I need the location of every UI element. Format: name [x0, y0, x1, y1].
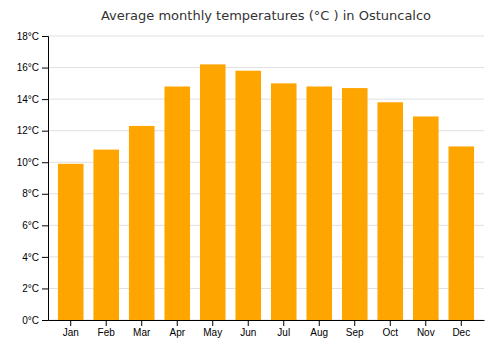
y-tick: 6°C: [22, 220, 48, 231]
bar: [306, 86, 332, 320]
x-tick-label: Apr: [169, 327, 185, 338]
bar: [164, 86, 190, 320]
y-tick: 4°C: [22, 252, 48, 263]
bar: [342, 88, 368, 320]
x-tick-mark: [283, 320, 284, 326]
grid-line: [48, 99, 484, 100]
y-tick-label: 2°C: [22, 283, 39, 294]
x-tick-mark: [106, 320, 107, 326]
y-tick: 18°C: [17, 31, 48, 42]
y-tick-mark: [42, 257, 48, 258]
x-tick: Feb: [98, 320, 116, 338]
y-tick-label: 8°C: [22, 188, 39, 199]
y-tick-mark: [42, 288, 48, 289]
y-tick-mark: [42, 225, 48, 226]
y-tick-mark: [42, 68, 48, 69]
y-tick: 10°C: [17, 157, 48, 168]
y-tick-mark: [42, 36, 48, 37]
x-tick: Sep: [346, 320, 364, 338]
x-tick-mark: [461, 320, 462, 326]
bar: [200, 64, 226, 320]
y-axis: 0°C 2°C 4°C 6°C 8°C 10°C 12°C 14°C 16°C 18°C: [17, 31, 49, 326]
y-tick-label: 14°C: [17, 94, 39, 105]
grid: [48, 36, 484, 320]
y-tick: 14°C: [17, 94, 48, 105]
x-tick-label: Jun: [240, 327, 256, 338]
x-tick: Apr: [169, 320, 185, 338]
x-tick: Mar: [133, 320, 151, 338]
x-tick-mark: [319, 320, 320, 326]
x-tick-label: Jan: [63, 327, 79, 338]
x-tick-label: Mar: [133, 327, 151, 338]
bar: [271, 83, 297, 320]
y-tick-mark: [42, 194, 48, 195]
bar: [93, 150, 119, 320]
x-tick-mark: [425, 320, 426, 326]
x-axis-line: [49, 320, 485, 321]
bar: [377, 102, 403, 320]
chart: 0°C 2°C 4°C 6°C 8°C 10°C 12°C 14°C 16°C 18°C Jan Fe…: [0, 0, 500, 350]
x-tick-mark: [212, 320, 213, 326]
x-tick: Oct: [382, 320, 398, 338]
bar: [58, 164, 84, 320]
grid-line: [48, 67, 484, 68]
bars: [58, 64, 474, 320]
y-tick-label: 4°C: [22, 252, 39, 263]
bar: [129, 126, 155, 320]
x-tick-mark: [390, 320, 391, 326]
x-tick: Nov: [417, 320, 435, 338]
y-tick-label: 6°C: [22, 220, 39, 231]
x-tick-mark: [248, 320, 249, 326]
bar: [413, 116, 439, 320]
x-tick-label: Sep: [346, 327, 364, 338]
x-tick-label: Feb: [98, 327, 116, 338]
y-tick-label: 10°C: [17, 157, 39, 168]
y-tick-label: 18°C: [17, 31, 39, 42]
x-tick: May: [203, 320, 222, 338]
y-tick: 0°C: [22, 315, 48, 326]
bar: [235, 71, 261, 320]
y-tick-label: 0°C: [22, 315, 39, 326]
x-tick: Jan: [63, 320, 79, 338]
y-tick-label: 12°C: [17, 125, 39, 136]
x-tick-label: Dec: [452, 327, 470, 338]
y-tick-label: 16°C: [17, 62, 39, 73]
y-tick-mark: [42, 162, 48, 163]
title: Average monthly temperatures (°C ) in Os…: [101, 8, 431, 23]
x-tick: Jul: [277, 320, 290, 338]
x-tick-mark: [354, 320, 355, 326]
x-tick-label: Nov: [417, 327, 435, 338]
x-tick-label: Oct: [382, 327, 398, 338]
x-tick-label: Aug: [310, 327, 328, 338]
y-tick-mark: [42, 320, 48, 321]
y-tick: 8°C: [22, 188, 48, 199]
y-axis-line: [42, 37, 49, 321]
x-tick-mark: [141, 320, 142, 326]
x-tick: Aug: [310, 320, 328, 338]
x-tick: Dec: [452, 320, 470, 338]
bar: [448, 146, 474, 320]
x-tick-label: May: [203, 327, 222, 338]
y-tick: 12°C: [17, 125, 48, 136]
y-tick-mark: [42, 99, 48, 100]
x-axis: Jan Feb Mar Apr May Jun Jul Aug Sep Oct Nov Dec: [49, 320, 485, 338]
x-tick-mark: [70, 320, 71, 326]
x-tick-label: Jul: [277, 327, 290, 338]
x-tick: Jun: [240, 320, 256, 338]
y-tick: 2°C: [22, 283, 48, 294]
plot: 0°C 2°C 4°C 6°C 8°C 10°C 12°C 14°C 16°C 18°C Jan Fe…: [17, 31, 485, 338]
x-tick-mark: [177, 320, 178, 326]
grid-line: [48, 36, 484, 37]
y-tick-mark: [42, 131, 48, 132]
y-tick: 16°C: [17, 62, 48, 73]
